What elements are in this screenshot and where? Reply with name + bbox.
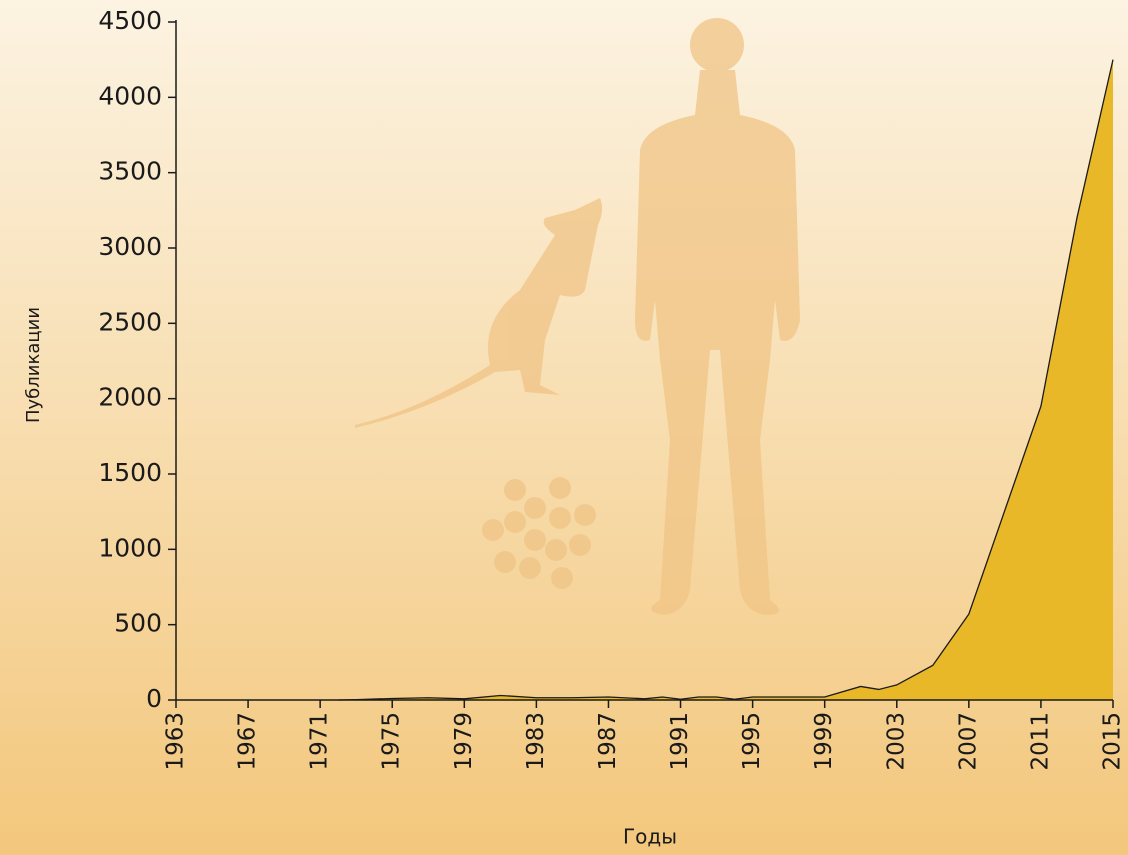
x-tick-label: 1963 [163, 712, 189, 771]
x-tick-label: 2007 [955, 712, 981, 771]
y-axis-label: Публикации [23, 307, 44, 423]
x-tick-label: 1979 [451, 712, 477, 771]
x-tick-label: 2015 [1100, 712, 1126, 771]
y-tick-label: 2000 [98, 383, 162, 412]
x-axis-label: Годы [623, 825, 677, 849]
y-tick-label: 3000 [98, 232, 162, 261]
x-tick-label: 2003 [883, 712, 909, 771]
x-tick-label: 2011 [1027, 712, 1053, 771]
x-tick-label: 1995 [739, 712, 765, 771]
y-tick-label: 4000 [98, 81, 162, 110]
y-tick-label: 3500 [98, 157, 162, 186]
x-tick-label: 1987 [595, 712, 621, 771]
y-tick-label: 1500 [98, 458, 162, 487]
x-tick-label: 1967 [235, 712, 261, 771]
x-tick-label: 1971 [307, 712, 333, 771]
y-tick-label: 500 [114, 609, 162, 638]
y-tick-label: 1000 [98, 533, 162, 562]
x-tick-label: 1991 [667, 712, 693, 771]
x-tick-label: 1983 [523, 712, 549, 771]
y-tick-label: 0 [146, 684, 162, 713]
y-tick-label: 2500 [98, 307, 162, 336]
x-tick-label: 1975 [379, 712, 405, 771]
y-tick-label: 4500 [98, 6, 162, 35]
chart: Публикации Годы 0 500 1000 1500 2000 2500 3000… [0, 0, 1128, 855]
x-tick-label: 1999 [811, 712, 837, 771]
